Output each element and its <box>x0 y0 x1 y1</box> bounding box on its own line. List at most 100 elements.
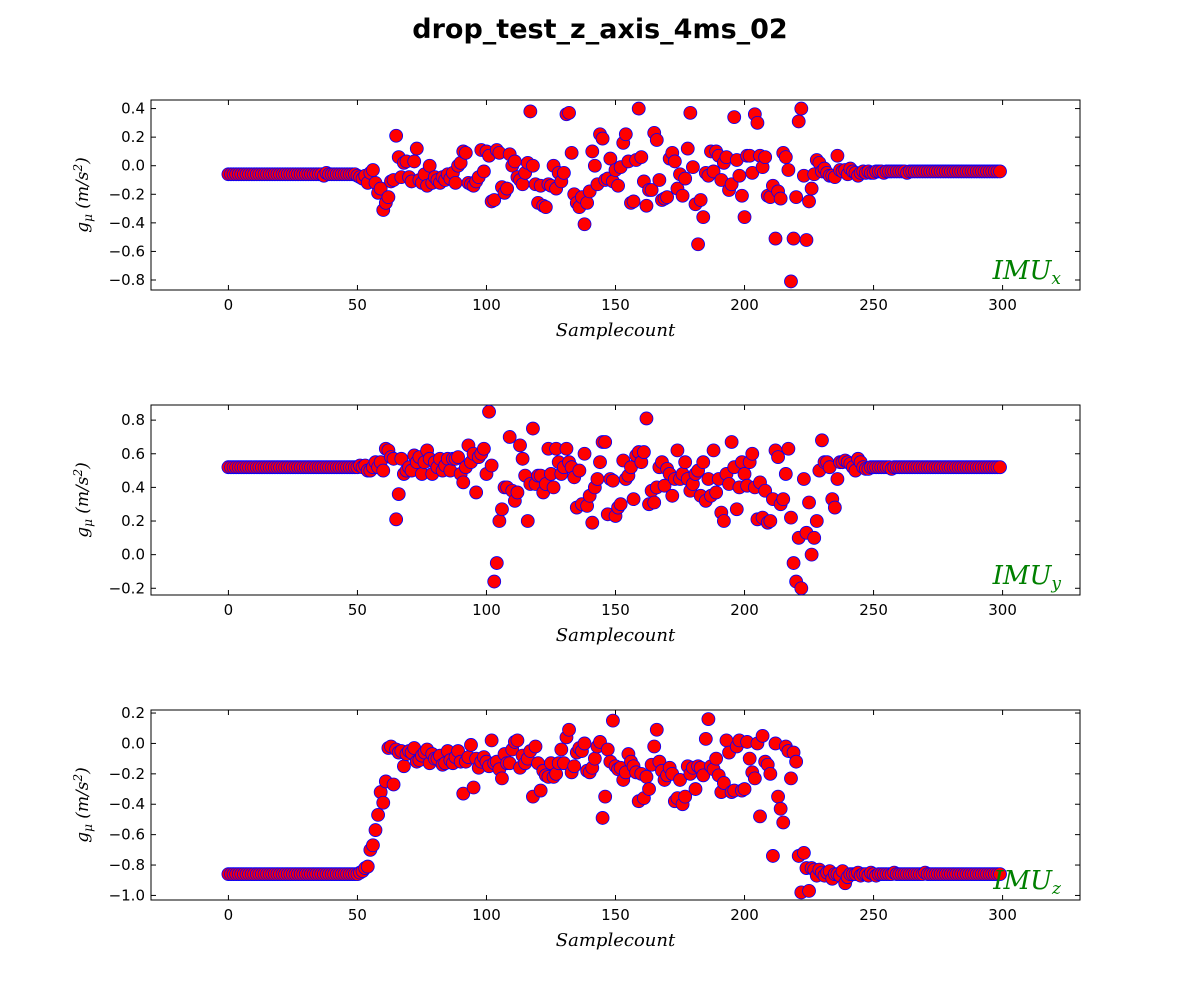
data-point <box>587 158 602 173</box>
data-point <box>673 773 687 787</box>
data-point <box>639 198 654 213</box>
data-point <box>389 128 404 143</box>
data-point <box>763 766 778 781</box>
data-point <box>758 150 773 165</box>
data-point <box>448 175 463 190</box>
y-axis-label: gμ (m/s2) <box>71 462 95 538</box>
x-tick-label: 100 <box>472 296 501 314</box>
data-point <box>693 193 708 207</box>
data-point <box>487 574 502 589</box>
data-point <box>603 151 618 166</box>
data-point <box>784 274 798 289</box>
x-tick-label: 250 <box>859 601 888 619</box>
data-point <box>396 759 411 774</box>
data-point <box>737 782 752 796</box>
data-point <box>737 210 752 225</box>
data-point <box>794 101 809 116</box>
data-point <box>482 404 496 419</box>
y-tick-label: 0.8 <box>121 411 145 429</box>
data-point <box>598 789 613 804</box>
data-point <box>678 455 693 470</box>
data-series-x <box>221 101 1007 289</box>
data-point <box>763 514 778 528</box>
data-point <box>993 460 1007 475</box>
data-point <box>786 556 801 570</box>
data-point <box>791 114 806 129</box>
data-point <box>484 733 499 748</box>
y-tick-label: −0.6 <box>109 242 145 260</box>
data-point <box>567 759 582 774</box>
data-point <box>634 150 649 165</box>
data-point <box>794 581 809 596</box>
data-point <box>778 150 793 165</box>
data-point <box>515 451 530 466</box>
data-point <box>476 164 491 179</box>
y-tick-label: 0.2 <box>121 512 145 530</box>
data-point <box>484 458 499 473</box>
data-point <box>675 188 690 203</box>
data-point <box>647 495 662 510</box>
data-point <box>716 776 731 790</box>
data-point <box>458 145 473 160</box>
data-point <box>815 433 829 448</box>
data-point <box>409 141 424 156</box>
data-point <box>510 485 525 500</box>
data-point <box>598 435 613 449</box>
x-tick-label: 300 <box>988 906 1017 924</box>
data-point <box>716 514 731 528</box>
data-point <box>590 472 605 486</box>
data-point <box>742 751 757 766</box>
x-tick-label: 50 <box>348 296 367 314</box>
x-tick-label: 250 <box>859 906 888 924</box>
data-point <box>523 104 538 119</box>
data-point <box>562 722 576 737</box>
x-axis-label: Samplecount <box>556 320 676 341</box>
data-point <box>595 811 610 825</box>
data-point <box>667 154 682 169</box>
y-tick-label: −0.8 <box>109 271 145 289</box>
data-point <box>993 867 1007 882</box>
data-point <box>366 163 380 177</box>
data-point <box>526 421 540 436</box>
imu-annotation: IMUx <box>992 256 1062 289</box>
data-point <box>776 492 791 507</box>
data-point <box>577 736 592 751</box>
data-point <box>606 473 620 488</box>
data-point <box>476 441 491 456</box>
y-tick-label: −0.8 <box>109 856 145 874</box>
data-point <box>706 164 721 179</box>
x-tick-label: 250 <box>859 296 888 314</box>
subplot-x: 0 50 100 150 200 250 300 −0.8 −0.6 −0.4 −0.2 0.0 0.2… <box>71 99 1081 341</box>
data-point <box>373 181 388 196</box>
data-point <box>526 158 540 173</box>
data-point <box>709 485 724 500</box>
data-point <box>613 497 628 512</box>
axes-frame <box>150 99 1081 291</box>
data-point <box>735 188 749 203</box>
data-point <box>520 514 535 528</box>
data-point <box>686 160 700 175</box>
data-point <box>771 789 785 804</box>
data-series-z <box>221 712 1007 900</box>
data-point <box>802 883 816 898</box>
imu-annotation: IMUy <box>992 561 1062 594</box>
data-point <box>773 801 788 816</box>
y-tick-label: 0.4 <box>121 100 145 118</box>
data-point <box>753 809 767 824</box>
data-point <box>556 165 571 180</box>
data-point <box>464 738 478 752</box>
data-point <box>665 488 680 503</box>
y-tick-label: 0.2 <box>121 128 145 146</box>
data-point <box>698 731 713 746</box>
data-point <box>709 751 724 766</box>
data-point <box>502 430 517 444</box>
data-point <box>381 190 396 205</box>
x-tick-label: 0 <box>224 601 234 619</box>
data-point <box>585 144 600 159</box>
data-point <box>809 514 824 528</box>
data-point <box>510 733 525 748</box>
data-point <box>778 467 793 481</box>
data-point <box>376 463 391 478</box>
data-point <box>564 145 579 160</box>
data-point <box>376 795 391 810</box>
